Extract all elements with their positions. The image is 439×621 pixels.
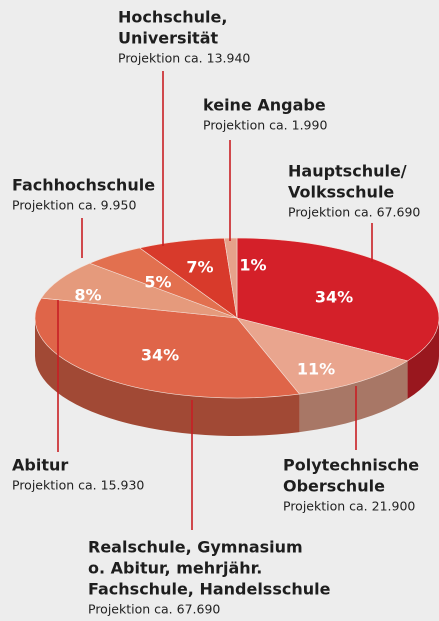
category-label: Fachschule, Handelsschule [88,580,331,599]
slice [236,237,439,362]
percent-label: 11% [297,360,335,379]
category-label: Volksschule [288,183,394,202]
slice [34,297,300,399]
category-label: Polytechnische [283,456,419,475]
category-label: Universität [118,29,218,48]
category-label: Hauptschule/ [288,162,407,181]
projection-note: Projektion ca. 67.690 [288,205,420,220]
slice-side [299,360,408,433]
projection-note: Projektion ca. 67.690 [88,602,220,617]
slice [236,317,409,395]
slice-side [35,318,300,436]
category-label: Fachhochschule [12,176,155,195]
percent-label: 1% [239,256,266,275]
projection-note: Projektion ca. 13.940 [118,51,250,66]
category-label: keine Angabe [203,96,326,115]
category-label: Realschule, Gymnasium [88,538,303,557]
percent-label: 8% [74,286,101,305]
category-label: Abitur [12,456,68,475]
percent-label: 34% [141,346,179,365]
projection-note: Projektion ca. 15.930 [12,478,144,493]
projection-note: Projektion ca. 21.900 [283,499,415,514]
percent-label: 5% [144,273,171,292]
projection-note: Projektion ca. 9.950 [12,198,136,213]
category-label: o. Abitur, mehrjähr. [88,559,262,578]
slice-side [407,318,439,399]
category-label: Oberschule [283,477,385,496]
percent-label: 34% [315,288,353,307]
projection-note: Projektion ca. 1.990 [203,118,327,133]
category-label: Hochschule, [118,8,227,27]
percent-label: 7% [186,258,213,277]
slice [40,262,238,319]
